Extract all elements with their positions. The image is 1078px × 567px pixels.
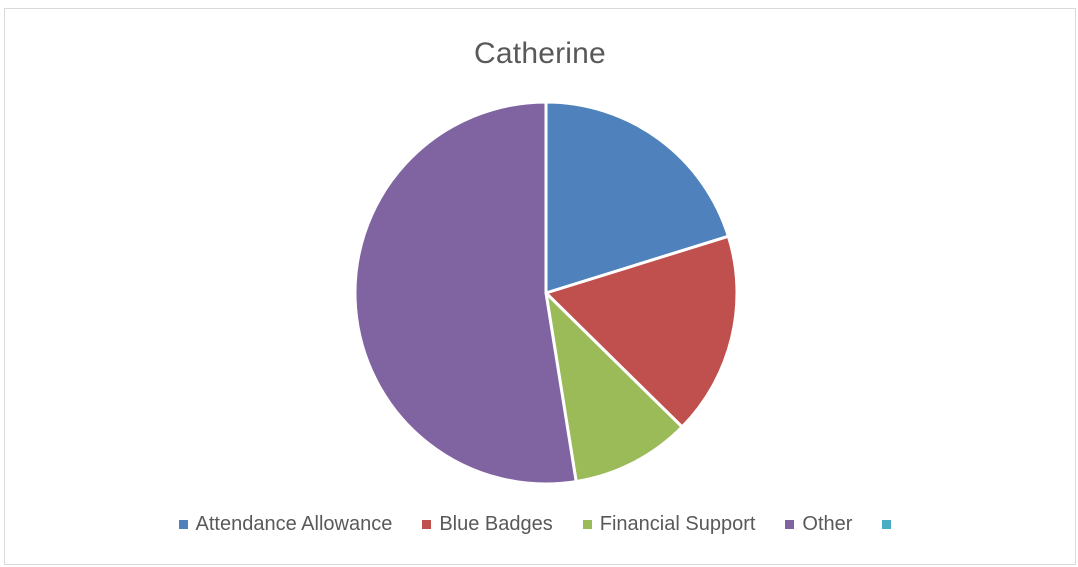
legend-label: Attendance Allowance (195, 513, 393, 535)
legend-swatch (582, 520, 592, 529)
legend-item-attendance-allowance: Attendance Allowance (178, 513, 393, 536)
legend-item-series-5 (882, 520, 899, 529)
legend-item-other: Other (785, 513, 852, 536)
legend-item-blue-badges: Blue Badges (422, 513, 553, 536)
legend-swatch (422, 520, 432, 529)
legend-item-financial-support: Financial Support (582, 513, 756, 536)
legend-label: Financial Support (599, 513, 756, 535)
legend-label: Other (802, 513, 853, 535)
legend-swatch (178, 520, 188, 529)
pie-slice-attendance-allowance (544, 100, 730, 295)
legend-swatch (785, 520, 795, 529)
legend-label: Blue Badges (439, 513, 553, 535)
chart-title: Catherine (474, 37, 606, 70)
pie-slice-blue-badges (544, 234, 739, 429)
chart-legend: Attendance Allowance Blue Badges Financial… (0, 513, 1078, 536)
pie-slice-financial-support (544, 291, 684, 484)
pie-slice-other (353, 100, 578, 486)
legend-swatch (882, 520, 892, 529)
